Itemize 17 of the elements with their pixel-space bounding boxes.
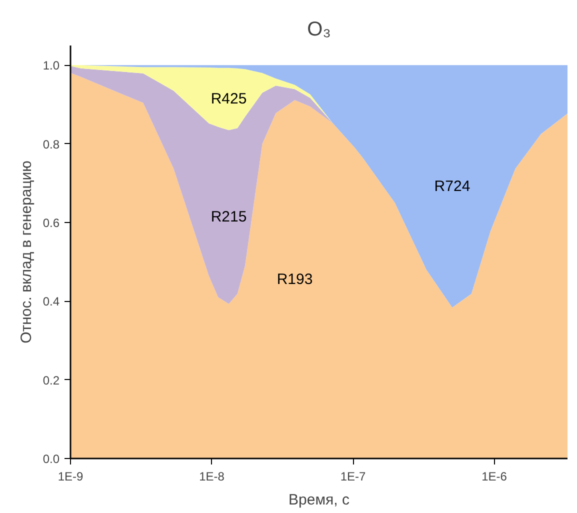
x-tick-label: 1E-9: [58, 470, 84, 484]
x-tick-label: 1E-8: [199, 470, 225, 484]
x-tick-label: 1E-6: [482, 470, 508, 484]
series-label: R215: [210, 208, 247, 226]
y-tick-label: 1.0: [42, 58, 60, 73]
y-tick-label: 0.6: [42, 216, 60, 230]
y-axis-title: Относ. вклад в генерацию: [18, 160, 35, 344]
y-tick-label: 0.0: [42, 452, 60, 466]
y-tick-label: 0.2: [42, 373, 60, 388]
x-tick-label: 1E-7: [340, 470, 366, 484]
chart-title: O₃: [307, 18, 331, 40]
y-tick-label: 0.4: [42, 294, 60, 309]
x-axis-title: Время, с: [288, 492, 350, 508]
series-label: R193: [276, 270, 313, 288]
y-tick-label: 0.8: [42, 137, 60, 152]
series-label: R425: [210, 90, 247, 108]
series-label: R724: [434, 178, 470, 195]
